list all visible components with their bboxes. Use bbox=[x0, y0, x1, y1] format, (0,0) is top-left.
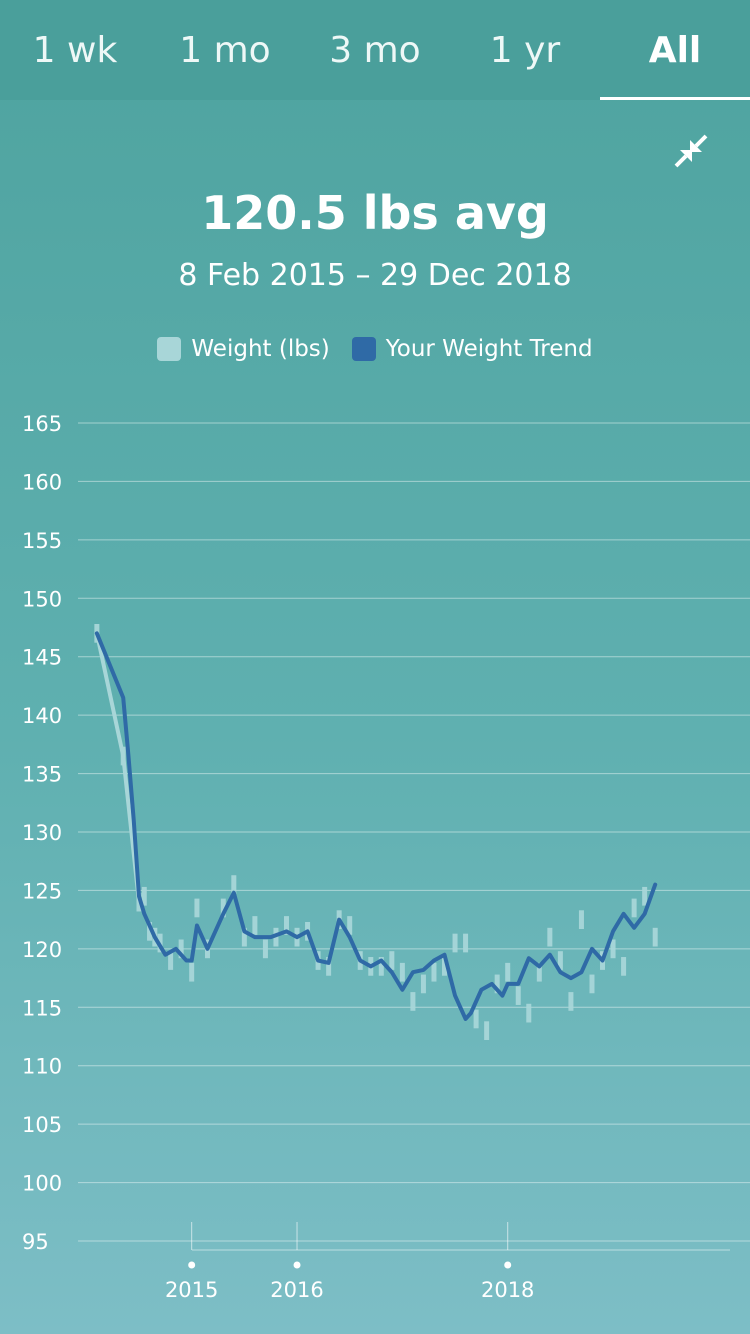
weight-point bbox=[326, 957, 332, 976]
weight-point bbox=[494, 974, 500, 994]
x-tick-dot bbox=[293, 1261, 301, 1269]
weight-point bbox=[547, 927, 553, 947]
legend-item-trend: Your Weight Trend bbox=[351, 336, 593, 362]
weight-point bbox=[557, 951, 563, 970]
tab-1-week[interactable]: 1 wk bbox=[32, 29, 118, 71]
tab-1-month[interactable]: 1 mo bbox=[179, 29, 271, 71]
y-tick-label: 165 bbox=[22, 412, 62, 436]
y-tick-label: 115 bbox=[22, 996, 62, 1020]
weight-point bbox=[505, 962, 511, 982]
weight-point bbox=[536, 962, 542, 982]
y-tick-label: 130 bbox=[22, 821, 62, 845]
trend-line bbox=[94, 631, 658, 1021]
weight-point bbox=[147, 921, 153, 941]
y-tick-label: 105 bbox=[22, 1113, 62, 1137]
weight-point bbox=[410, 992, 416, 1011]
weight-point bbox=[526, 1003, 532, 1023]
weight-point bbox=[241, 927, 247, 947]
trend-series bbox=[94, 631, 658, 1021]
weight-point bbox=[431, 962, 437, 982]
weight-point bbox=[178, 939, 184, 959]
weight-point bbox=[231, 875, 237, 894]
weight-point bbox=[652, 927, 658, 947]
x-tick-label: 2016 bbox=[270, 1278, 323, 1302]
y-tick-label: 135 bbox=[22, 763, 62, 787]
weight-point bbox=[578, 910, 584, 929]
legend-item-weight: Weight (lbs) bbox=[157, 336, 330, 362]
legend-swatch-trend bbox=[351, 337, 376, 361]
weight-point bbox=[252, 916, 258, 935]
weight-point bbox=[220, 898, 226, 918]
weight-point bbox=[642, 886, 648, 906]
weight-point bbox=[442, 957, 448, 976]
y-tick-label: 110 bbox=[22, 1055, 62, 1079]
weight-point bbox=[473, 1009, 479, 1029]
y-tick-label: 160 bbox=[22, 470, 62, 494]
weight-point bbox=[484, 1021, 490, 1041]
collapse-arrows-icon bbox=[674, 134, 708, 168]
x-tick-dot bbox=[188, 1261, 196, 1269]
weight-point bbox=[589, 974, 595, 994]
average-weight: 120.5 lbs avg bbox=[201, 186, 549, 240]
x-tick-label: 2018 bbox=[481, 1278, 534, 1302]
x-axis: 2015 2016 2018 bbox=[165, 1222, 730, 1302]
weight-point bbox=[194, 898, 200, 918]
weight-point bbox=[168, 951, 174, 970]
weight-point bbox=[378, 957, 384, 976]
y-tick-label: 95 bbox=[22, 1230, 49, 1254]
weight-point bbox=[420, 974, 426, 994]
tab-3-months[interactable]: 3 mo bbox=[329, 29, 421, 71]
y-axis: 95 100 105 110 115 120 125 130 135 140 145 150 155 16… bbox=[22, 412, 62, 1254]
y-tick-label: 120 bbox=[22, 938, 62, 962]
y-tick-label: 125 bbox=[22, 879, 62, 903]
y-tick-label: 100 bbox=[22, 1172, 62, 1196]
x-tick-dot bbox=[504, 1261, 512, 1269]
weight-point bbox=[389, 951, 395, 970]
weight-point bbox=[568, 992, 574, 1011]
weight-point bbox=[631, 898, 637, 918]
tab-all[interactable]: All bbox=[600, 0, 750, 100]
weight-point bbox=[283, 916, 289, 935]
x-tick-label: 2015 bbox=[165, 1278, 218, 1302]
y-tick-label: 150 bbox=[22, 587, 62, 611]
legend-label-trend: Your Weight Trend bbox=[385, 336, 593, 362]
date-range: 8 Feb 2015 – 29 Dec 2018 bbox=[178, 258, 572, 293]
weight-line-early bbox=[94, 632, 141, 903]
legend-swatch-weight bbox=[157, 337, 182, 361]
weight-chart: 95 100 105 110 115 120 125 130 135 140 145 150 155 16… bbox=[22, 412, 750, 1302]
collapse-button[interactable] bbox=[668, 128, 714, 174]
y-tick-label: 140 bbox=[22, 704, 62, 728]
weight-point bbox=[463, 933, 469, 953]
chart-legend: Weight (lbs) Your Weight Trend bbox=[0, 336, 750, 362]
weight-point bbox=[452, 933, 458, 953]
weight-point bbox=[347, 916, 353, 935]
legend-label-weight: Weight (lbs) bbox=[191, 336, 330, 362]
weight-point bbox=[141, 886, 147, 906]
weight-point bbox=[610, 939, 616, 959]
chart-grid bbox=[78, 422, 750, 1242]
weight-point bbox=[621, 957, 627, 976]
y-tick-label: 155 bbox=[22, 529, 62, 553]
weight-point bbox=[262, 939, 268, 959]
tab-1-year[interactable]: 1 yr bbox=[489, 29, 561, 71]
y-tick-label: 145 bbox=[22, 646, 62, 670]
weight-point bbox=[399, 962, 405, 982]
time-range-tabs: 1 wk 1 mo 3 mo 1 yr All bbox=[0, 0, 750, 100]
weight-point bbox=[189, 962, 195, 982]
weight-point bbox=[515, 986, 521, 1005]
